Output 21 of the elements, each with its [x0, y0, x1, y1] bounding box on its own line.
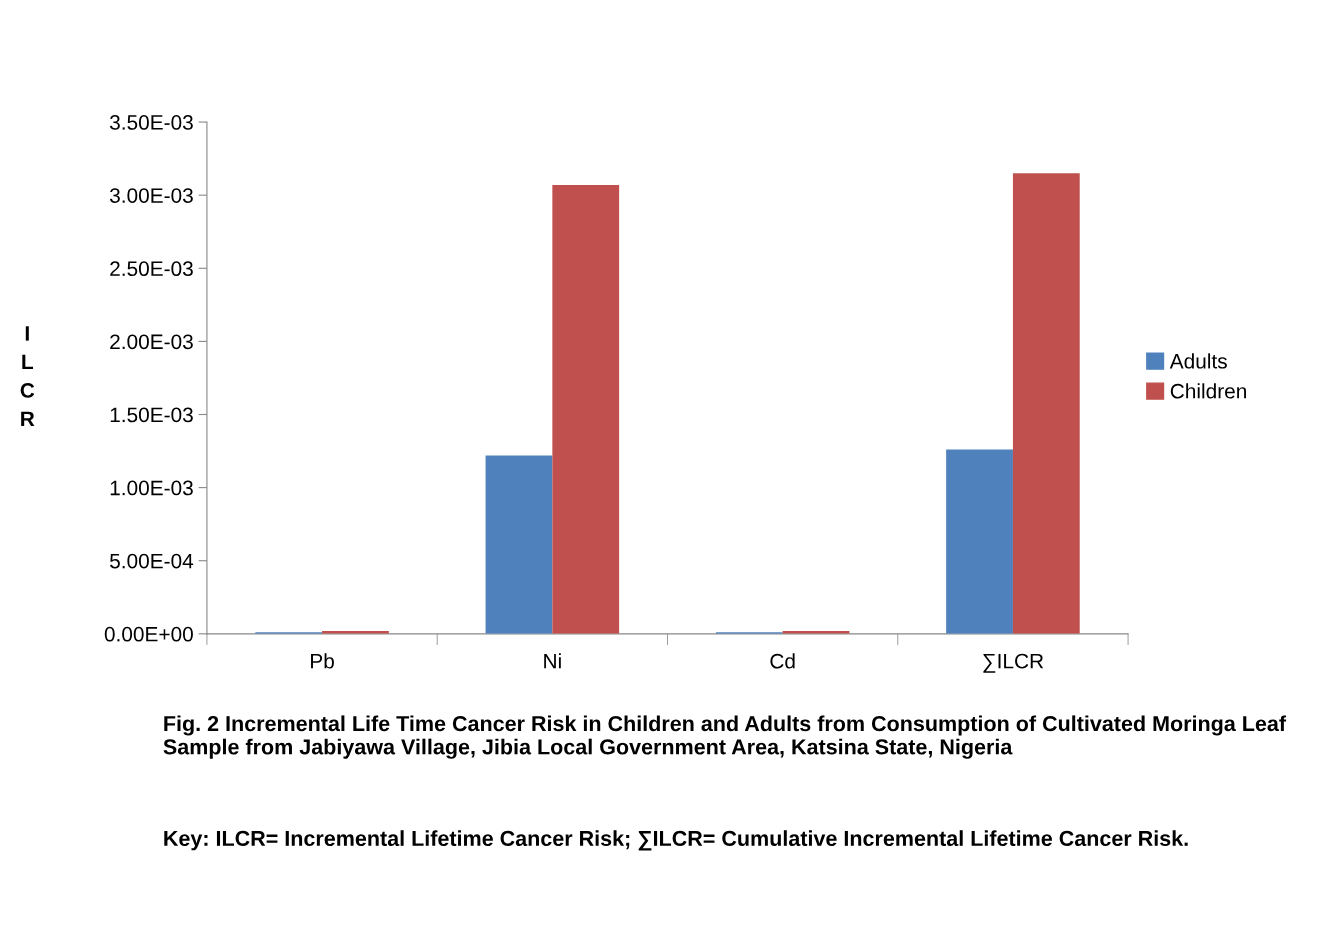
y-tick-label: 2.00E-03: [110, 334, 193, 350]
y-tick-label: 1.00E-03: [110, 480, 193, 496]
y-axis-title: ILCR: [20, 326, 35, 427]
y-tick-label: 0.00E+00: [104, 626, 193, 642]
y-tick-label: 3.00E-03: [109, 188, 193, 203]
y-tick-label: 2.50E-03: [110, 261, 193, 277]
text: Key: ILCR= Incremental Lifetime Cancer Risk; ∑ILCR= Cumulative Incremental Lifetime Cancer Risk.: [164, 830, 1188, 851]
y-tick-label: 5.00E-04: [110, 553, 194, 569]
y-tick-label: 1.50E-03: [110, 407, 193, 423]
x-tick-label: ∑ILCR: [983, 653, 1044, 673]
bar: [1012, 173, 1080, 634]
bar: [946, 449, 1013, 634]
legend-label: Children: [1170, 383, 1246, 399]
x-tick-label: Ni: [544, 653, 561, 669]
bar: [485, 455, 553, 634]
caption: Fig. 2 Incremental Life Time Cancer Risk in Children and Adults from Consumption of Cultivated Moringa Leaf Sample from Jabiyawa Village, Jibia Local Government Area, Katsina State, Nigeria: [163, 715, 1287, 759]
y-tick-label: 3.50E-03: [109, 115, 193, 130]
bar: [552, 184, 620, 634]
legend-label: Adults: [1169, 353, 1227, 369]
x-tick-label: Cd: [770, 653, 795, 669]
x-tick-label: Pb: [311, 653, 334, 669]
